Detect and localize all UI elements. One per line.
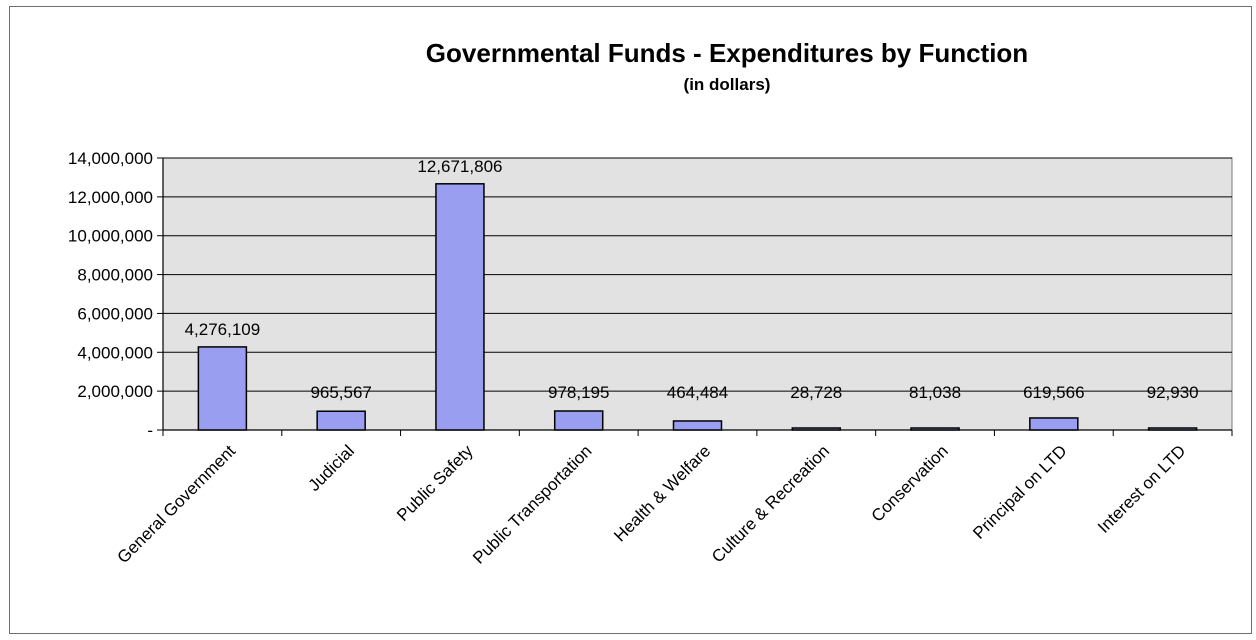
- y-tick-label: 14,000,000: [68, 149, 153, 168]
- category-label: Principal on LTD: [969, 441, 1070, 542]
- y-tick-label: 6,000,000: [77, 304, 153, 323]
- y-tick-label: 2,000,000: [77, 382, 153, 401]
- data-label: 92,930: [1147, 383, 1199, 402]
- category-label: Interest on LTD: [1094, 441, 1189, 536]
- y-tick-label: 4,000,000: [77, 343, 153, 362]
- y-tick-label: 10,000,000: [68, 227, 153, 246]
- bar[interactable]: [791, 427, 842, 431]
- bar[interactable]: [910, 427, 960, 431]
- plot-area: - 2,000,000 4,000,000 6,000,000 8,000,000 10,…: [68, 149, 1233, 568]
- bar[interactable]: [316, 410, 366, 431]
- data-label: 28,728: [790, 383, 842, 402]
- plot-background: [162, 157, 1233, 431]
- bar[interactable]: [672, 420, 723, 431]
- chart-subtitle: (in dollars): [684, 75, 771, 94]
- bar[interactable]: [1029, 417, 1079, 431]
- category-label: General Government: [114, 441, 240, 567]
- bar[interactable]: [435, 183, 485, 431]
- category-label: Health & Welfare: [610, 441, 714, 545]
- bar[interactable]: [1147, 427, 1198, 431]
- data-label: 464,484: [667, 383, 728, 402]
- y-tick-label: 12,000,000: [68, 188, 153, 207]
- category-label: Public Safety: [393, 441, 477, 525]
- chart-title: Governmental Funds - Expenditures by Fun…: [426, 38, 1028, 68]
- data-label: 978,195: [548, 383, 609, 402]
- bar[interactable]: [553, 410, 604, 431]
- category-label: Public Transportation: [469, 441, 595, 567]
- y-tick-label: -: [147, 421, 153, 440]
- data-label: 619,566: [1023, 383, 1084, 402]
- category-label: Conservation: [868, 441, 952, 525]
- data-label: 12,671,806: [417, 157, 502, 176]
- data-label: 4,276,109: [185, 320, 261, 339]
- bar[interactable]: [197, 346, 248, 431]
- y-tick-label: 8,000,000: [77, 266, 153, 285]
- data-label: 81,038: [909, 383, 961, 402]
- category-label: Culture & Recreation: [708, 441, 833, 566]
- category-label: Judicial: [304, 441, 358, 495]
- data-label: 965,567: [310, 383, 371, 402]
